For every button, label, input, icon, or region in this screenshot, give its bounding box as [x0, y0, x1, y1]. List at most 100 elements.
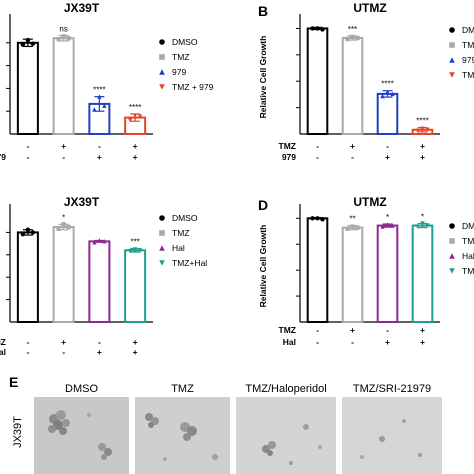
data-point-a-2-0	[92, 107, 97, 112]
sign-row1-c-0: -	[26, 337, 29, 347]
significance-b-1: ***	[348, 25, 357, 34]
micrograph-tmz-haloperidol	[236, 397, 336, 474]
data-point-b-0-0	[310, 26, 315, 31]
data-point-b-1-2	[355, 35, 360, 41]
legend-label-c-2: Hal	[172, 243, 185, 253]
bar-d-2	[376, 224, 399, 323]
treatment-label-row2-a: 979	[0, 152, 6, 162]
data-point-a-1-2	[66, 36, 71, 41]
bar-b-1	[341, 36, 364, 135]
significance-d-3: *	[421, 212, 424, 221]
data-point-a-3-2	[137, 114, 143, 119]
chart-title-a: JX39T	[64, 1, 100, 15]
micrograph-dmso	[34, 397, 129, 474]
data-point-d-2-2	[390, 223, 395, 228]
legend-label-d-2: Hal	[462, 251, 474, 261]
data-point-d-3-0	[415, 224, 420, 229]
data-point-d-1-0	[345, 226, 350, 231]
data-point-d-0-2	[320, 217, 325, 222]
sign-row1-a-3: +	[133, 141, 138, 151]
legend-marker-d-0	[449, 223, 455, 229]
data-point-a-0-1	[25, 37, 31, 43]
sign-row2-c-1: -	[62, 347, 65, 357]
sign-row1-a-2: -	[98, 141, 101, 151]
data-point-b-1-0	[345, 36, 350, 42]
data-point-a-3-0	[127, 118, 133, 123]
data-point-d-0-0	[310, 216, 315, 221]
data-point-b-2-2	[390, 91, 395, 97]
sign-row2-b-1: -	[351, 152, 354, 162]
significance-c-1: *	[62, 213, 65, 222]
legend-label-b-2: 979	[462, 55, 474, 65]
data-point-b-0-1	[315, 26, 320, 31]
data-point-c-3-2	[137, 248, 143, 253]
data-point-c-3-0	[127, 249, 133, 254]
row-label-jx39t: JX39T	[12, 416, 24, 448]
sign-row2-d-0: -	[316, 337, 319, 347]
data-point-b-1-1	[350, 34, 355, 40]
micrograph-tmz-sri-21979	[342, 397, 442, 474]
legend-label-c-0: DMSO	[172, 213, 198, 223]
significance-b-2: ****	[381, 80, 393, 89]
legend-label-a-3: TMZ + 979	[172, 82, 214, 92]
sign-row2-d-3: +	[420, 337, 425, 347]
panel-e-letter: E	[9, 374, 19, 390]
treatment-label-row2-b: 979	[282, 152, 296, 162]
data-point-b-3-1	[420, 126, 425, 131]
sign-row2-c-2: +	[97, 347, 102, 357]
data-point-c-2-2	[102, 239, 107, 244]
significance-a-3: ****	[129, 103, 141, 112]
sign-row2-b-3: +	[420, 152, 425, 162]
significance-a-2: ****	[93, 86, 105, 95]
treatment-label-row2-d: Hal	[283, 337, 296, 347]
legend-marker-d-3	[449, 268, 455, 274]
data-point-b-2-0	[380, 93, 385, 99]
significance-b-3: ****	[416, 117, 428, 126]
sign-row1-a-1: +	[61, 141, 66, 151]
legend-marker-c-0	[159, 215, 165, 221]
sign-row1-a-0: -	[26, 141, 29, 151]
legend-marker-b-0	[449, 27, 455, 33]
bar-c-1	[52, 226, 75, 323]
column-label-tmz-sri-21979: TMZ/SRI-21979	[352, 383, 432, 395]
significance-d-1: **	[349, 215, 355, 224]
legend-label-a-2: 979	[172, 67, 186, 77]
sign-row1-c-2: -	[98, 337, 101, 347]
data-point-a-0-2	[30, 41, 36, 46]
sign-row1-b-3: +	[420, 141, 425, 151]
sign-row1-d-1: +	[350, 325, 355, 335]
bar-d-1	[341, 226, 364, 323]
column-label-tmz: TMZ	[171, 383, 194, 395]
panel-letter-d: D	[258, 197, 268, 213]
legend-marker-b-1	[449, 42, 455, 48]
data-point-a-0-0	[20, 42, 26, 47]
bar-b-2	[376, 92, 399, 135]
bar-c-2	[88, 240, 111, 323]
column-label-dmso: DMSO	[65, 383, 98, 395]
significance-d-2: *	[386, 213, 389, 222]
y-axis-label-d: Relative Cell Growth	[258, 225, 268, 308]
data-point-c-0-2	[30, 230, 36, 235]
column-label-tmz-haloperidol: TMZ/Haloperidol	[245, 383, 327, 395]
data-point-c-0-0	[20, 231, 26, 237]
chart-title-c: JX39T	[64, 195, 100, 209]
legend-marker-a-1	[159, 54, 165, 60]
sign-row1-d-3: +	[420, 325, 425, 335]
data-point-d-0-1	[315, 216, 320, 221]
legend-marker-d-2	[449, 253, 455, 259]
sign-row2-a-3: +	[133, 152, 138, 162]
treatment-label-row1-d: TMZ	[279, 325, 296, 335]
sign-row1-c-1: +	[61, 337, 66, 347]
sign-row2-b-2: +	[385, 152, 390, 162]
data-point-d-2-0	[380, 224, 385, 229]
sign-row2-d-2: +	[385, 337, 390, 347]
legend-label-d-0: DMSO	[462, 221, 474, 231]
legend-label-b-0: DMSO	[462, 25, 474, 35]
sign-row1-b-0: -	[316, 141, 319, 151]
chart-title-b: UTMZ	[353, 1, 386, 15]
legend-label-d-3: TMZ+Hal	[462, 266, 474, 276]
data-point-c-1-1	[61, 222, 66, 227]
bar-c-3	[124, 249, 147, 324]
treatment-label-row1-b: TMZ	[279, 141, 296, 151]
